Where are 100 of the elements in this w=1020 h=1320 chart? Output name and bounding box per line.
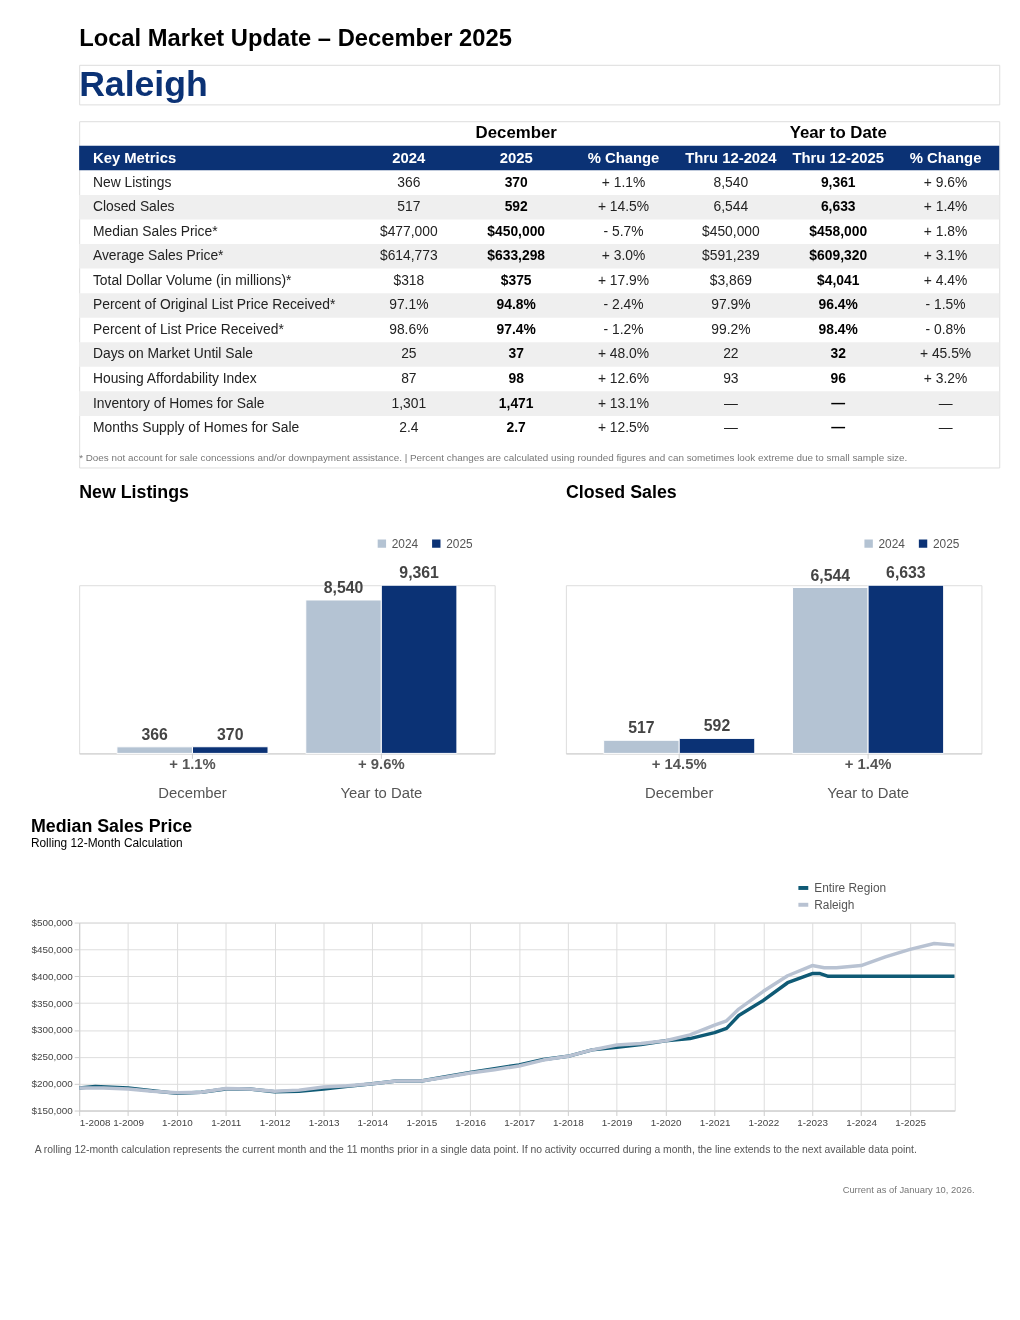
category-label: Key Metrics bbox=[92, 150, 177, 167]
category-label: Months Supply of Homes for Sale bbox=[92, 419, 300, 436]
text: $458,000 bbox=[809, 222, 868, 239]
text: - 1.5% bbox=[925, 296, 966, 313]
category-label: % Change bbox=[909, 150, 982, 167]
text: + 14.5% bbox=[597, 198, 650, 215]
text: $375 bbox=[500, 271, 532, 288]
text: - 2.4% bbox=[603, 296, 644, 313]
x-tick-label: 1-2023 bbox=[797, 1116, 829, 1128]
data-label: 6,633 bbox=[886, 564, 926, 582]
text: 98 bbox=[508, 370, 524, 387]
text: 9,361 bbox=[820, 173, 856, 190]
text: 32 bbox=[830, 345, 846, 362]
y-tick-label: $500,000 bbox=[31, 917, 74, 929]
text: 592 bbox=[504, 198, 528, 215]
x-tick-label: December bbox=[158, 785, 227, 802]
text: + 45.5% bbox=[919, 345, 972, 362]
category-label: % Change bbox=[587, 150, 660, 167]
text: $3,869 bbox=[709, 271, 753, 288]
category-label: Closed Sales bbox=[92, 198, 175, 215]
data-label: 366 bbox=[141, 725, 169, 743]
x-tick-label: 1-2024 bbox=[846, 1116, 878, 1128]
text: 37 bbox=[508, 345, 524, 362]
x-tick-label: Year to Date bbox=[827, 785, 910, 802]
text: + 1.1% bbox=[169, 756, 216, 773]
y-tick-label: $300,000 bbox=[31, 1024, 74, 1036]
text: $477,000 bbox=[379, 222, 438, 239]
text: 1,301 bbox=[391, 394, 427, 411]
text: + 17.9% bbox=[597, 271, 650, 288]
text: + 4.4% bbox=[923, 271, 968, 288]
text: Current as of January 10, 2026. bbox=[842, 1183, 975, 1195]
text: - 0.8% bbox=[925, 320, 966, 337]
text: + 12.5% bbox=[597, 419, 650, 436]
text: - 1.2% bbox=[603, 320, 644, 337]
x-tick-label: 1-2018 bbox=[553, 1116, 585, 1128]
category-label: Total Dollar Volume (in millions)* bbox=[92, 271, 292, 288]
text: 8,540 bbox=[713, 173, 749, 190]
text: + 3.0% bbox=[601, 247, 646, 264]
text: 98.6% bbox=[389, 320, 429, 337]
text: + 3.2% bbox=[923, 370, 968, 387]
category-label: Thru 12-2025 bbox=[792, 150, 884, 167]
data-label: 517 bbox=[628, 719, 655, 737]
text: $450,000 bbox=[487, 222, 546, 239]
category-label: Median Sales Price* bbox=[92, 222, 218, 239]
x-tick-label: 1-2010 bbox=[162, 1116, 194, 1128]
y-tick-label: $150,000 bbox=[31, 1105, 74, 1117]
legend-label: 2024 bbox=[391, 536, 419, 551]
text: $318 bbox=[393, 271, 425, 288]
text: + 1.1% bbox=[601, 173, 646, 190]
category-label: Percent of List Price Received* bbox=[92, 320, 284, 337]
chart-title: Median Sales Price bbox=[30, 815, 193, 836]
x-tick-label: 1-2025 bbox=[895, 1116, 927, 1128]
y-tick-label: $400,000 bbox=[31, 970, 74, 982]
text: 97.9% bbox=[711, 296, 751, 313]
category-label: Housing Affordability Index bbox=[92, 370, 257, 387]
text: 87 bbox=[401, 370, 417, 387]
x-tick-label: 1-2016 bbox=[455, 1116, 487, 1128]
text: + 13.1% bbox=[597, 394, 650, 411]
text: $4,041 bbox=[817, 271, 860, 288]
x-tick-label: 1-2008 bbox=[79, 1116, 111, 1128]
text: + 1.8% bbox=[923, 222, 968, 239]
y-tick-label: $200,000 bbox=[31, 1078, 74, 1090]
text: 517 bbox=[397, 198, 421, 215]
chart-title: New Listings bbox=[79, 482, 190, 503]
text: — bbox=[938, 394, 953, 411]
x-tick-label: 1-2013 bbox=[308, 1116, 340, 1128]
text: $450,000 bbox=[701, 222, 760, 239]
text: 1,471 bbox=[498, 394, 534, 411]
text: + 12.6% bbox=[597, 370, 650, 387]
category-label: 2025 bbox=[499, 150, 533, 167]
text: Raleigh bbox=[79, 63, 208, 104]
line-series bbox=[79, 941, 955, 1095]
legend-label: Entire Region bbox=[814, 880, 887, 895]
category-label: New Listings bbox=[92, 173, 172, 190]
x-tick-label: 1-2021 bbox=[699, 1116, 731, 1128]
text: — bbox=[831, 394, 846, 411]
data-label: 592 bbox=[703, 717, 731, 735]
text: 96.4% bbox=[818, 296, 858, 313]
text: — bbox=[723, 394, 738, 411]
chart-subtitle: Rolling 12-Month Calculation bbox=[30, 836, 183, 851]
legend-label: 2025 bbox=[932, 536, 960, 551]
text: + 1.4% bbox=[923, 198, 968, 215]
legend-label: 2025 bbox=[446, 536, 473, 551]
data-label: 9,361 bbox=[399, 564, 440, 582]
legend-label: 2024 bbox=[878, 536, 906, 551]
text: 370 bbox=[504, 173, 528, 190]
x-tick-label: 1-2009 bbox=[113, 1116, 145, 1128]
x-tick-label: Year to Date bbox=[340, 785, 423, 802]
y-tick-label: $350,000 bbox=[31, 997, 74, 1009]
text: + 3.1% bbox=[923, 247, 968, 264]
text: + 14.5% bbox=[651, 756, 707, 773]
text: + 48.0% bbox=[597, 345, 650, 362]
y-tick-label: $450,000 bbox=[31, 943, 74, 955]
text: 366 bbox=[397, 173, 421, 190]
text: 6,544 bbox=[713, 198, 749, 215]
data-label: 6,544 bbox=[810, 566, 851, 584]
text: 22 bbox=[723, 345, 739, 362]
text: 96 bbox=[830, 370, 846, 387]
text: — bbox=[938, 419, 953, 436]
data-label: 370 bbox=[217, 725, 244, 743]
